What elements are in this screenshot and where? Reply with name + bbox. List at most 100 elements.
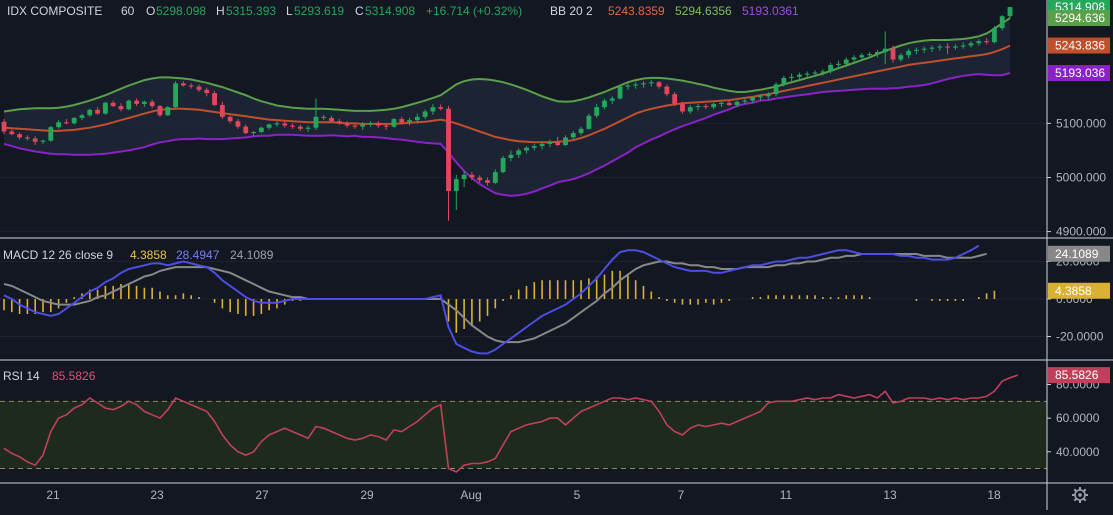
candle[interactable] (102, 101, 108, 115)
candle[interactable] (469, 172, 475, 181)
candle[interactable] (734, 100, 740, 108)
candle[interactable] (461, 170, 467, 188)
macd-price-tag[interactable]: 24.1089 (1048, 245, 1110, 262)
candle[interactable] (430, 103, 436, 115)
candle[interactable] (477, 175, 483, 183)
candle[interactable] (173, 81, 178, 109)
candle[interactable] (157, 104, 163, 117)
candle[interactable] (258, 126, 264, 134)
candle[interactable] (274, 121, 280, 127)
legend-symbol[interactable]: IDX COMPOSITE (7, 4, 102, 18)
candle[interactable] (251, 130, 256, 137)
price-price-tag[interactable]: 5243.836 (1048, 37, 1110, 54)
candle[interactable] (360, 122, 366, 130)
candle[interactable] (758, 94, 763, 101)
candle[interactable] (329, 115, 334, 123)
candle[interactable] (141, 100, 147, 108)
macd-plot[interactable] (0, 244, 1047, 355)
candle[interactable] (438, 104, 444, 111)
candle[interactable] (641, 81, 646, 88)
candle[interactable] (687, 104, 693, 114)
candle[interactable] (859, 53, 865, 61)
candle[interactable] (789, 73, 795, 83)
time-axis[interactable]: 21 23 27 29 Aug 5 7 11 13 18 (46, 488, 1001, 502)
candle[interactable] (539, 141, 545, 150)
candle[interactable] (984, 37, 990, 45)
candle[interactable] (945, 43, 951, 55)
candle[interactable] (765, 91, 771, 100)
candle[interactable] (500, 155, 506, 174)
candle[interactable] (126, 99, 132, 111)
candle[interactable] (422, 109, 428, 120)
candle[interactable] (282, 121, 288, 128)
candle[interactable] (781, 75, 787, 87)
candle[interactable] (165, 106, 171, 116)
candle[interactable] (742, 98, 748, 104)
candle[interactable] (212, 90, 217, 107)
candle[interactable] (399, 116, 405, 125)
candle[interactable] (680, 101, 685, 114)
candle[interactable] (851, 55, 857, 63)
candle[interactable] (664, 84, 670, 97)
candle[interactable] (719, 100, 724, 108)
candle[interactable] (414, 113, 420, 124)
candle[interactable] (40, 139, 46, 144)
candle[interactable] (968, 41, 974, 48)
candle[interactable] (87, 108, 93, 117)
candle[interactable] (235, 119, 241, 129)
candle[interactable] (383, 123, 389, 130)
candle[interactable] (180, 81, 186, 87)
macd-price-tag[interactable]: 4.3858 (1048, 282, 1110, 299)
candle[interactable] (188, 83, 194, 89)
candle[interactable] (547, 139, 553, 148)
candle[interactable] (898, 53, 904, 62)
price-price-tag[interactable]: 5193.036 (1048, 65, 1110, 82)
candle[interactable] (586, 113, 592, 130)
candle[interactable] (812, 70, 818, 77)
candle[interactable] (836, 60, 841, 69)
candle[interactable] (453, 174, 459, 210)
legend-interval[interactable]: 60 (121, 4, 135, 18)
candle[interactable] (375, 121, 381, 128)
price-axis[interactable]: 5100.0005000.0004900.0005314.9085294.636… (1047, 0, 1110, 239)
candle[interactable] (828, 62, 834, 74)
candle[interactable] (617, 84, 623, 100)
candle[interactable] (570, 130, 576, 140)
candle[interactable] (531, 143, 537, 151)
candle[interactable] (906, 48, 912, 59)
candle[interactable] (703, 103, 709, 110)
candle[interactable] (921, 46, 927, 54)
candle[interactable] (118, 103, 124, 112)
candle[interactable] (914, 47, 919, 55)
candle[interactable] (999, 15, 1005, 31)
macd-line[interactable] (3, 244, 980, 355)
candle[interactable] (71, 116, 77, 125)
candle[interactable] (625, 83, 631, 90)
candle[interactable] (524, 146, 529, 154)
candle[interactable] (17, 132, 23, 140)
candle[interactable] (95, 107, 100, 115)
candle[interactable] (929, 45, 935, 52)
candle[interactable] (820, 69, 826, 76)
candle[interactable] (9, 129, 15, 136)
rsi-line[interactable] (3, 374, 1019, 473)
bb-upper-line[interactable] (3, 17, 1011, 113)
candle[interactable] (48, 126, 54, 142)
candle[interactable] (890, 45, 896, 63)
rsi-price-tag[interactable]: 85.5826 (1048, 367, 1110, 384)
candle[interactable] (594, 103, 600, 118)
candle[interactable] (750, 96, 756, 103)
candle[interactable] (305, 125, 311, 133)
candle[interactable] (134, 98, 139, 107)
candle[interactable] (24, 135, 30, 141)
price-plot[interactable] (0, 6, 1047, 233)
candle[interactable] (633, 82, 639, 89)
candle[interactable] (79, 113, 85, 121)
candle[interactable] (243, 124, 249, 135)
rsi-plot[interactable] (0, 374, 1047, 473)
candle[interactable] (952, 44, 958, 50)
candle[interactable] (407, 117, 412, 126)
candle[interactable] (1007, 6, 1013, 19)
